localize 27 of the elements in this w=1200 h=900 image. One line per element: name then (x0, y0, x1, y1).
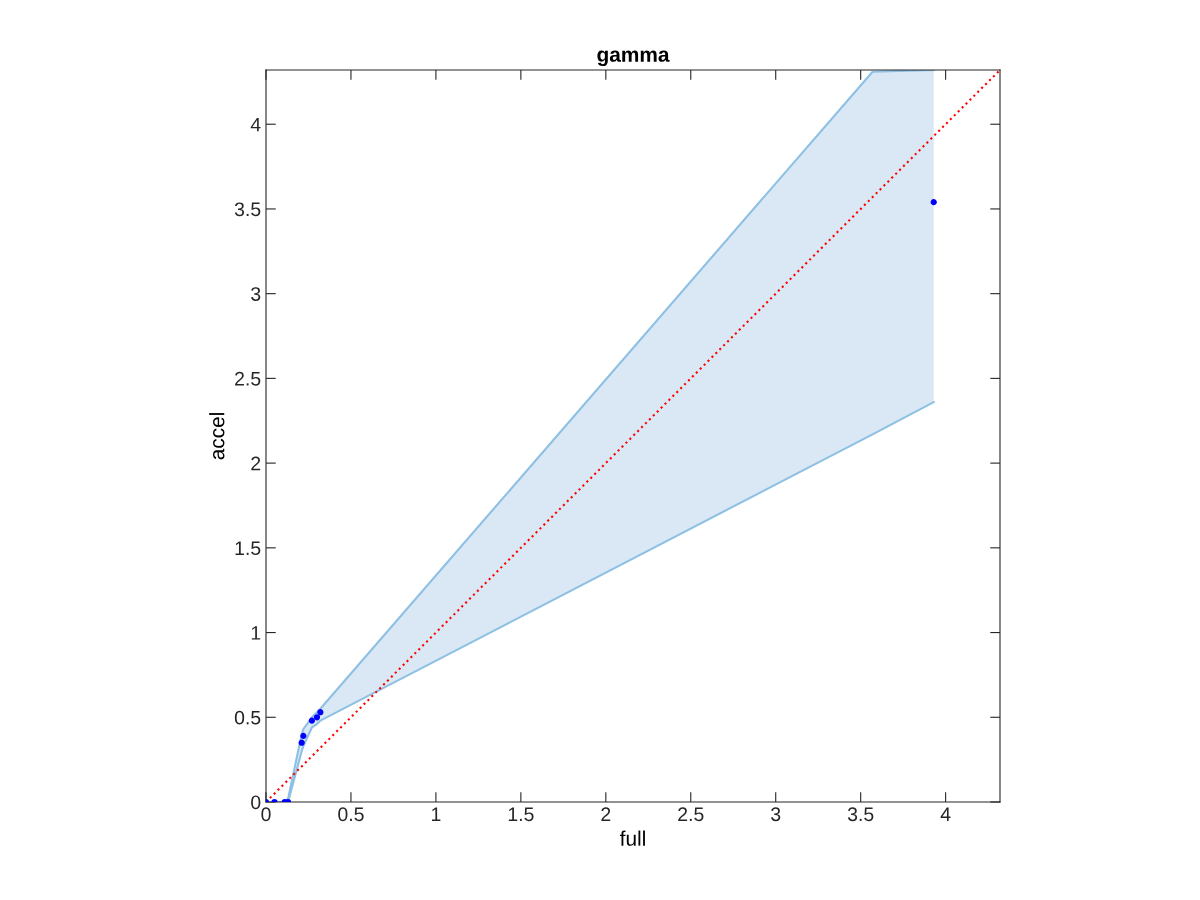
x-tick-label: 3.5 (847, 807, 874, 822)
point (317, 709, 324, 716)
point (930, 199, 937, 206)
point (298, 739, 305, 746)
x-tick-label: 0.5 (338, 807, 364, 822)
y-tick-label: 3 (251, 287, 261, 301)
y-tick-label: 0.5 (234, 710, 261, 725)
x-axis-title: full (619, 830, 645, 846)
y-tick-label: 1.5 (235, 541, 261, 556)
x-tick-label: 1.5 (508, 807, 534, 822)
chart-title: gamma (597, 50, 670, 67)
x-tick-label: 2.5 (678, 807, 704, 822)
y-tick-label: 4 (250, 117, 261, 132)
x-tick-label: 1 (431, 807, 441, 821)
x-tick-label: 2 (601, 807, 611, 821)
y-tick-label: 2 (251, 456, 261, 471)
y-axis-title: accel (209, 413, 225, 460)
point (313, 714, 321, 721)
x-tick-label: 0 (261, 807, 271, 822)
y-tick-label: 0 (251, 795, 261, 810)
point (300, 732, 307, 740)
y-tick-label: 1 (251, 626, 261, 640)
y-tick-label: 2.5 (235, 371, 261, 386)
y-tick-label: 3.5 (234, 202, 261, 217)
point (308, 717, 315, 724)
x-tick-label: 4 (940, 807, 951, 821)
x-tick-label: 3 (771, 807, 781, 822)
